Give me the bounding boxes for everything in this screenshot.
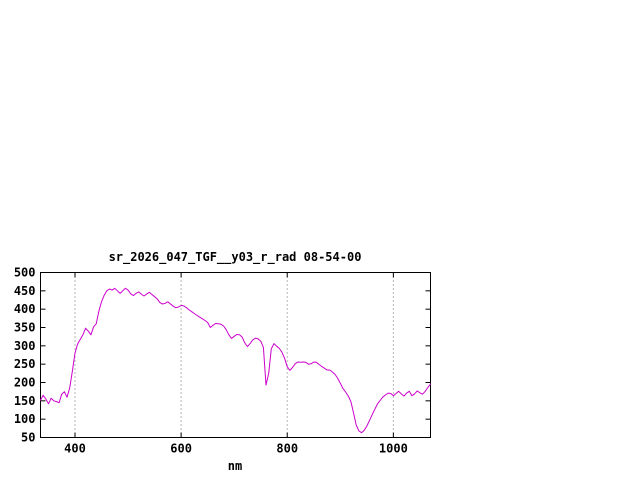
- y-tick-label: 450: [14, 284, 36, 298]
- y-tick-label: 100: [14, 412, 36, 426]
- y-tick-label: 200: [14, 376, 36, 390]
- spectrum-curve: [40, 287, 431, 434]
- x-tick-label: 400: [64, 442, 86, 456]
- chart-title: sr_2026_047_TGF__y03_r_rad 08-54-00: [108, 250, 362, 264]
- y-tick-label: 500: [14, 266, 36, 280]
- x-tick-label: 600: [170, 442, 192, 456]
- plot-border: [40, 272, 431, 438]
- y-tick-label: 250: [14, 357, 36, 371]
- x-tick-label: 800: [276, 442, 298, 456]
- y-tick-label: 350: [14, 321, 36, 335]
- x-axis-label: nm: [227, 459, 243, 473]
- y-tick-label: 150: [14, 394, 36, 408]
- y-tick-label: 400: [14, 302, 36, 316]
- y-tick-label: 300: [14, 339, 36, 353]
- y-tick-label: 50: [21, 431, 35, 445]
- x-tick-label: 1000: [379, 442, 408, 456]
